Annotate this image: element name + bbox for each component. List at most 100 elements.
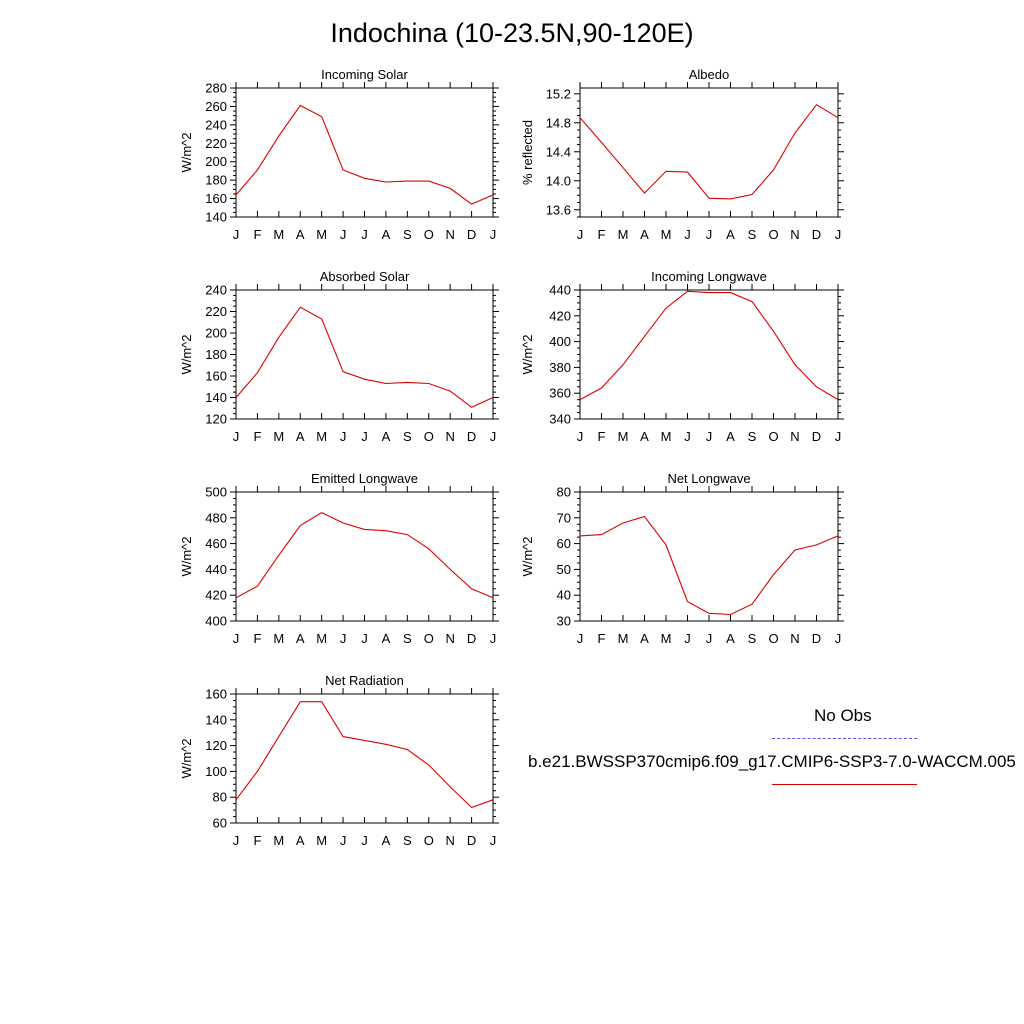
panel-5-frame (235, 491, 494, 622)
panel-5-xtick-label: M (316, 631, 327, 646)
panel-3-xtick-label: S (403, 429, 412, 444)
panel-3-xtick-label: A (296, 429, 305, 444)
panel-5-title: Emitted Longwave (311, 471, 418, 486)
panel-6-ytick-label: 80 (557, 485, 571, 500)
panel-3-xtick-label: M (273, 429, 284, 444)
panel-3-title: Absorbed Solar (320, 269, 410, 284)
panel-5-xtick-label: J (490, 631, 497, 646)
panel-6-xtick-label: A (640, 631, 649, 646)
legend-model-line (772, 784, 917, 785)
panel-7-xtick-label: A (382, 833, 391, 848)
panel-3-ytick-label: 220 (205, 304, 227, 319)
panel-2-ylabel: % reflected (520, 120, 535, 185)
panel-2-ytick-label: 13.6 (546, 202, 571, 217)
panel-1-xtick-label: J (233, 227, 240, 242)
panel-3-ylabel: W/m^2 (179, 334, 194, 374)
panel-3-ytick-label: 240 (205, 283, 227, 298)
panel-5-ytick-label: 500 (205, 485, 227, 500)
panel-5-xtick-label: A (382, 631, 391, 646)
panel-4-xtick-label: M (618, 429, 629, 444)
panel-7-xtick-label: J (361, 833, 368, 848)
panel-4-ytick-label: 440 (549, 283, 571, 298)
panel-4-ytick-label: 400 (549, 334, 571, 349)
panel-6-ytick-label: 40 (557, 588, 571, 603)
panel-5-xtick-label: F (253, 631, 261, 646)
panel-1-xtick-label: M (273, 227, 284, 242)
panel-3-frame (235, 289, 494, 420)
panel-2-xtick-label: N (790, 227, 799, 242)
panel-1-xtick-label: J (490, 227, 497, 242)
panel-2-xtick-label: J (706, 227, 713, 242)
panel-3-xtick-label: J (361, 429, 368, 444)
panel-5-xtick-label: J (340, 631, 347, 646)
panel-6-xtick-label: M (618, 631, 629, 646)
panel-1-ytick-label: 160 (205, 191, 227, 206)
panel-2-xtick-label: F (598, 227, 606, 242)
panel-7-xtick-label: F (253, 833, 261, 848)
panel-6-ytick-label: 30 (557, 614, 571, 629)
panel-4-xtick-label: M (661, 429, 672, 444)
panel-5-ytick-label: 440 (205, 562, 227, 577)
panel-6-xtick-label: D (812, 631, 821, 646)
panel-2-xtick-label: D (812, 227, 821, 242)
panel-3-xtick-label: J (490, 429, 497, 444)
panel-7-ytick-label: 140 (205, 712, 227, 727)
panel-1-series-line (235, 104, 494, 205)
panel-5-xtick-label: M (273, 631, 284, 646)
panel-7-frame (235, 693, 494, 824)
panel-1-ylabel: W/m^2 (179, 132, 194, 172)
panel-5-xtick-label: J (233, 631, 240, 646)
panel-4-ytick-label: 360 (549, 386, 571, 401)
panel-7-xtick-label: J (490, 833, 497, 848)
panel-5-xtick-label: S (403, 631, 412, 646)
panel-4-frame (579, 289, 839, 420)
panel-2-ytick-label: 14.8 (546, 115, 571, 130)
panel-4-series-line (579, 290, 839, 401)
panel-5-ytick-label: 460 (205, 536, 227, 551)
legend-obs-label: No Obs (814, 706, 872, 725)
panel-1-xtick-label: S (403, 227, 412, 242)
panel-6-xtick-label: J (577, 631, 584, 646)
panel-6-xtick-label: M (661, 631, 672, 646)
legend-obs-line (772, 738, 917, 739)
panel-6-xtick-label: F (598, 631, 606, 646)
panel-6-xtick-label: J (706, 631, 713, 646)
panel-4-xtick-label: J (835, 429, 842, 444)
panel-6-xtick-label: J (684, 631, 691, 646)
panel-1-ytick-label: 220 (205, 136, 227, 151)
panel-4-ytick-label: 380 (549, 360, 571, 375)
panel-1-xtick-label: D (467, 227, 476, 242)
panel-6-ytick-label: 60 (557, 536, 571, 551)
panel-2-xtick-label: A (726, 227, 735, 242)
figure-title: Indochina (10-23.5N,90-120E) (330, 18, 694, 48)
legend-model-label: b.e21.BWSSP370cmip6.f09_g17.CMIP6-SSP3-7… (528, 752, 1016, 771)
panel-4-xtick-label: A (726, 429, 735, 444)
panel-6-ytick-label: 70 (557, 510, 571, 525)
panel-7-series-line (235, 701, 494, 809)
panel-1-xtick-label: O (424, 227, 434, 242)
panel-1-xtick-label: J (340, 227, 347, 242)
panel-1-xtick-label: F (253, 227, 261, 242)
panel-1-xtick-label: A (382, 227, 391, 242)
panel-4-xtick-label: J (684, 429, 691, 444)
panel-3-xtick-label: A (382, 429, 391, 444)
panel-2-xtick-label: A (640, 227, 649, 242)
panel-3-xtick-label: J (340, 429, 347, 444)
panel-7-xtick-label: D (467, 833, 476, 848)
panel-3-ytick-label: 200 (205, 326, 227, 341)
panel-6-ylabel: W/m^2 (520, 536, 535, 576)
panel-5-xtick-label: J (361, 631, 368, 646)
panel-6-xtick-label: J (835, 631, 842, 646)
panel-2-ytick-label: 14.0 (546, 173, 571, 188)
panel-2-ytick-label: 14.4 (546, 144, 571, 159)
panel-3-xtick-label: D (467, 429, 476, 444)
panel-2-ytick-label: 15.2 (546, 86, 571, 101)
panel-5-xtick-label: O (424, 631, 434, 646)
panel-3-xtick-label: M (316, 429, 327, 444)
panel-4-xtick-label: N (790, 429, 799, 444)
panel-6-ytick-label: 50 (557, 562, 571, 577)
panel-7-ytick-label: 60 (213, 816, 227, 831)
panel-5-ytick-label: 480 (205, 510, 227, 525)
panel-4-xtick-label: J (577, 429, 584, 444)
panel-4-ytick-label: 340 (549, 412, 571, 427)
